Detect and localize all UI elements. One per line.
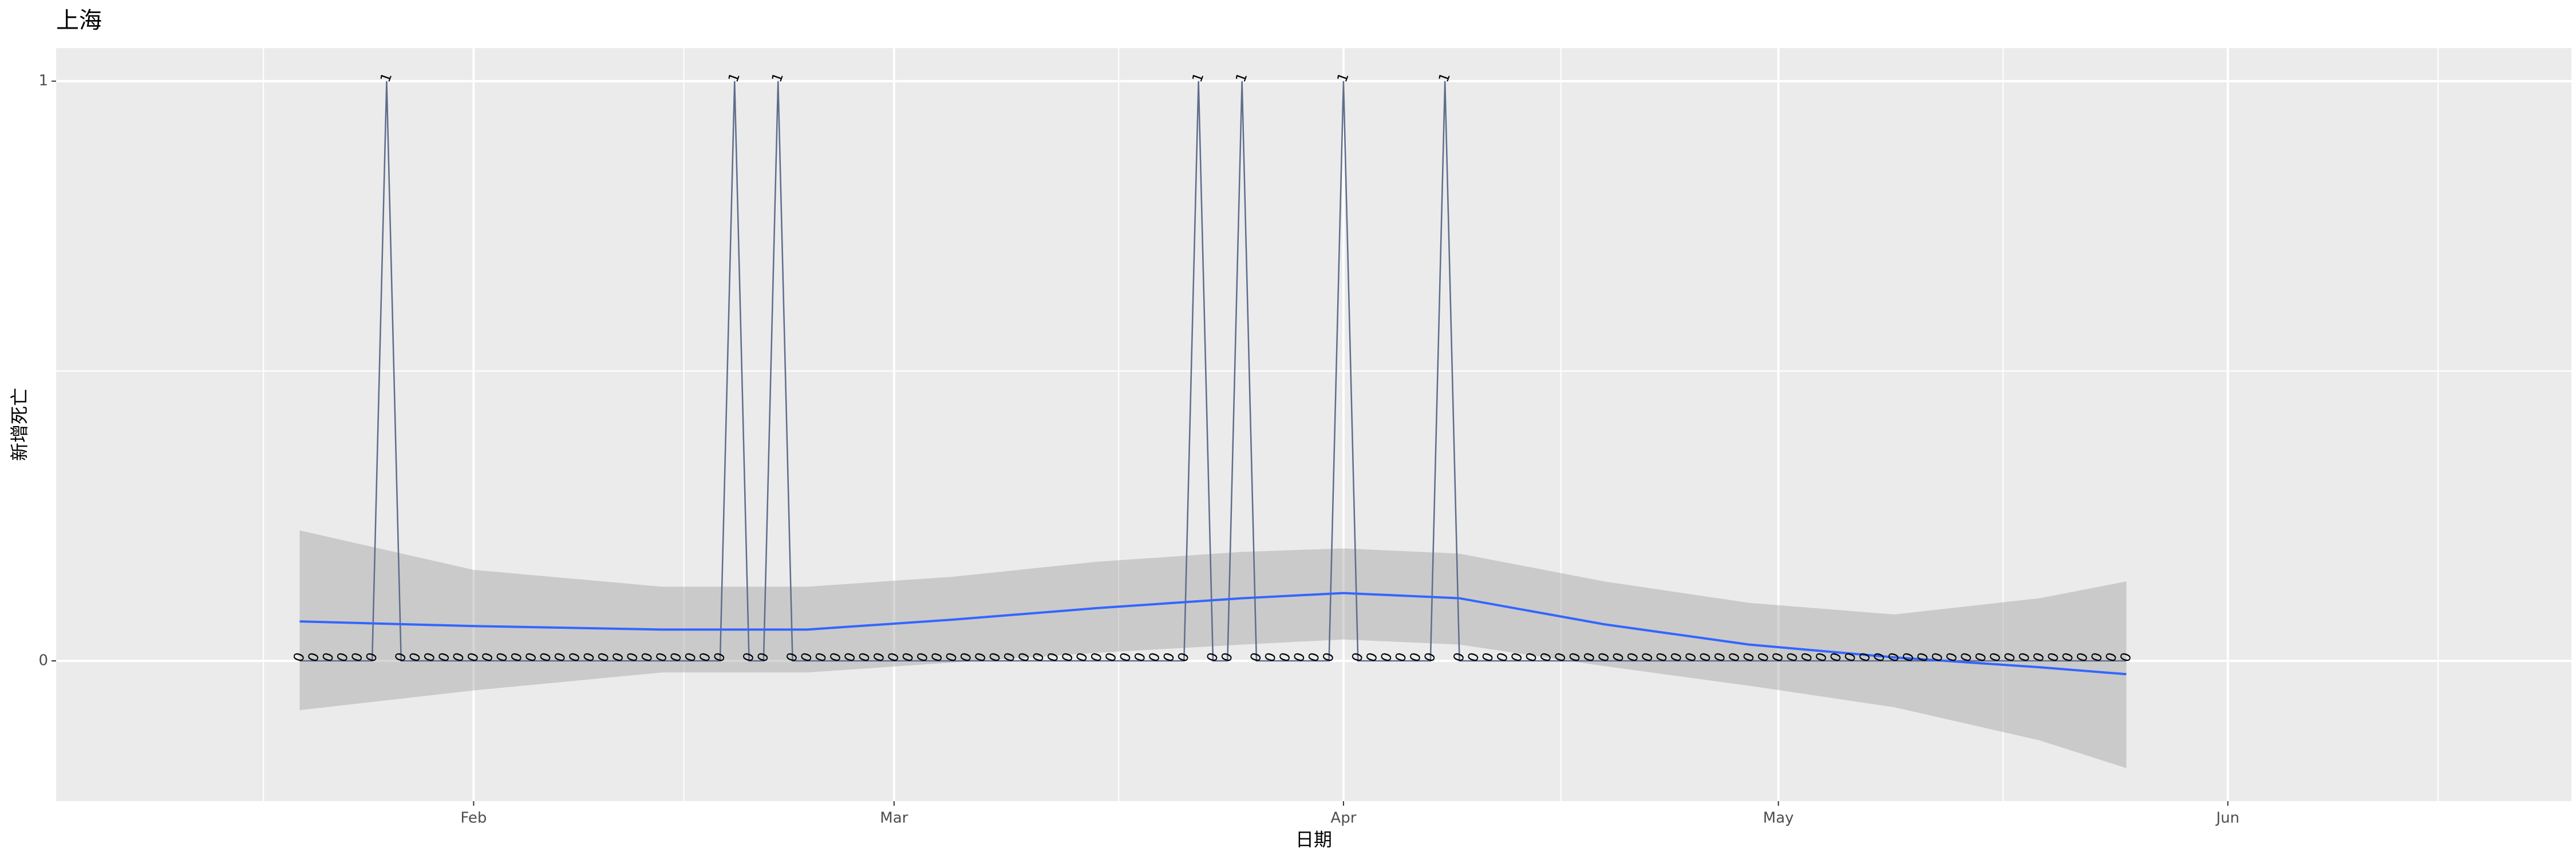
y-tick-label: 0 [38, 652, 48, 669]
y-axis-title: 新增死亡 [9, 388, 30, 461]
x-tick-label: May [1763, 810, 1794, 827]
x-tick-label: Feb [460, 810, 487, 827]
x-tick-label: Jun [2215, 810, 2239, 827]
data-line [299, 81, 2127, 662]
smooth-line [299, 592, 2127, 676]
x-tick-label: Mar [880, 810, 908, 827]
y-tick-label: 1 [38, 72, 48, 89]
x-tick-label: Apr [1330, 810, 1356, 827]
panel [56, 48, 2571, 801]
x-axis-title: 日期 [1295, 829, 1332, 850]
confidence-band [299, 530, 2127, 769]
chart-title: 上海 [56, 7, 102, 34]
